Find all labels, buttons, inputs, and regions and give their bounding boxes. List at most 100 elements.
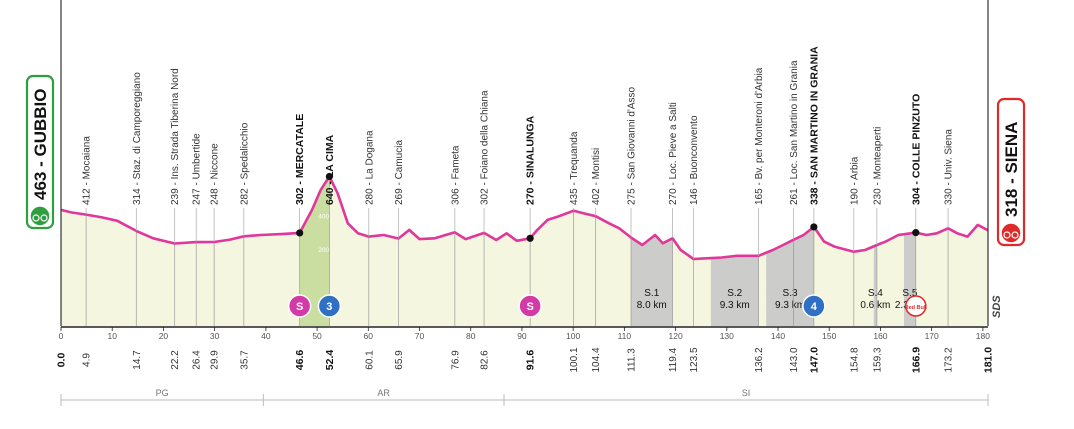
distance-label: 154.8	[849, 347, 860, 372]
km-tick-label: 10	[107, 331, 117, 341]
km-tick-label: 30	[210, 331, 220, 341]
waypoint-label: 304 - COLLE PINZUTO	[910, 94, 922, 205]
waypoint-label: 165 - Bv. per Monteroni d'Arbia	[754, 67, 765, 205]
waypoint-label: 280 - La Dogana	[364, 130, 375, 205]
waypoint-label: 302 - Foiano della Chiana	[480, 90, 491, 205]
km-tick-label: 90	[517, 331, 527, 341]
distance-label: 159.3	[872, 347, 883, 372]
waypoint-label: 239 - Ins. Strada Tiberina Nord	[170, 68, 181, 205]
km-tick-label: 170	[925, 331, 939, 341]
km-tick-label: 110	[618, 331, 632, 341]
profile-line	[60, 175, 989, 261]
waypoint-label: 261 - Loc. San Martino in Grania	[789, 60, 800, 205]
elevation-mark: 400	[318, 214, 329, 221]
bike-icon-wheel	[1011, 231, 1019, 239]
distance-label: 14.7	[132, 350, 143, 370]
km-tick-label: 130	[720, 331, 734, 341]
distance-label: 82.6	[480, 350, 491, 370]
waypoint-label: 338 - SAN MARTINO IN GRANIA	[808, 46, 820, 205]
finish-badge-label: 318 - SIENA	[1002, 122, 1021, 217]
waypoint-label: 402 - Montisi	[591, 148, 602, 205]
distance-label: 100.1	[569, 347, 580, 372]
gravel-sector-length: 9.3 km	[720, 300, 750, 311]
distance-label: 4.9	[82, 353, 93, 367]
distance-label: 26.4	[192, 350, 203, 370]
gpm-marker-label: 4	[811, 301, 818, 313]
distance-label: 60.1	[364, 350, 375, 370]
km-tick-label: 100	[566, 331, 580, 341]
gravel-sector-length: 9.3 km	[775, 300, 805, 311]
distance-label: 104.4	[591, 347, 602, 372]
gravel-sector-length: 8.0 km	[637, 300, 667, 311]
km-tick-label: 40	[261, 331, 271, 341]
region-label: AR	[377, 388, 390, 398]
distance-label: 173.2	[944, 347, 955, 372]
km-tick-label: 180	[976, 331, 990, 341]
waypoint-label: 330 - Univ. Siena	[944, 129, 955, 205]
elevation-mark: 200	[318, 247, 329, 254]
red-bull-km-marker	[905, 295, 927, 317]
waypoint-label: 282 - Spedalicchio	[239, 122, 250, 205]
distance-label: 29.9	[210, 350, 221, 370]
waypoint-label: 314 - Staz. di Camporeggiano	[132, 72, 143, 205]
start-badge: 463 - GUBBIO	[25, 74, 55, 230]
bike-icon-wheel	[40, 214, 48, 222]
key-point-dot	[526, 234, 534, 242]
distance-label: 35.7	[239, 350, 250, 370]
finish-badge-frame	[996, 97, 1026, 247]
km-tick-label: 160	[873, 331, 887, 341]
key-point-dot	[325, 172, 333, 181]
distance-label: 111.3	[627, 348, 638, 372]
finish-badge: 318 - SIENA	[996, 97, 1026, 247]
gpm-marker-label: 3	[326, 301, 332, 313]
bike-icon	[1000, 222, 1022, 244]
gravel-sector-name: S.1	[644, 288, 659, 299]
gravel-sector-name: S.3	[783, 288, 798, 299]
bike-icon	[29, 205, 51, 227]
km-tick-label: 140	[771, 331, 785, 341]
waypoint-label: 270 - Loc. Pieve a Salti	[668, 102, 679, 205]
waypoint-label: 269 - Camucia	[394, 140, 405, 205]
sprint-marker-label: S	[296, 301, 303, 313]
distance-label: 76.9	[450, 350, 461, 370]
distance-label: 22.2	[170, 350, 181, 370]
key-point-dot	[296, 229, 304, 237]
distance-label: 46.6	[294, 350, 306, 371]
brand-logo: SDS	[991, 295, 1003, 318]
gravel-sector-4	[873, 245, 877, 326]
waypoint-label: 302 - MERCATALE	[294, 114, 306, 205]
km-tick-label: 120	[668, 331, 682, 341]
gravel-sector-length: 0.6 km	[860, 300, 890, 311]
distance-label: 52.4	[324, 350, 336, 371]
distance-label: 123.5	[689, 347, 700, 372]
distance-label: 91.6	[525, 350, 537, 371]
km-tick-label: 20	[159, 331, 169, 341]
waypoint-label: 435 - Trequanda	[569, 131, 580, 205]
red-bull-km-label: Red Bull	[905, 305, 928, 311]
sprint-marker-label: S	[526, 301, 533, 313]
bike-icon-wheel	[1003, 231, 1011, 239]
bike-icon-wheel	[32, 214, 40, 222]
waypoint-label: 275 - San Giovanni d'Asso	[627, 86, 638, 205]
gpm-marker	[317, 294, 342, 318]
gravel-sector-name: S.4	[868, 288, 883, 299]
waypoint-label: 146 - Buonconvento	[689, 115, 700, 205]
climb-area	[299, 176, 330, 326]
distance-label: 147.0	[808, 347, 820, 373]
gravel-sector-2	[710, 255, 759, 326]
km-tick-label: 80	[466, 331, 476, 341]
gravel-sector-name: S.5	[902, 288, 917, 299]
sprint-marker	[518, 294, 542, 318]
sprint-marker	[287, 294, 312, 318]
waypoint-label: 270 - SINALUNGA	[525, 115, 537, 205]
km-tick-label: 150	[822, 331, 836, 341]
region-label: PG	[156, 388, 169, 398]
gravel-sector-3	[766, 226, 814, 326]
key-point-dot	[912, 229, 920, 237]
region-label: SI	[742, 388, 751, 398]
distance-label: 181.0	[983, 347, 995, 373]
km-tick-label: 70	[415, 331, 425, 341]
distance-label: 136.2	[754, 347, 765, 372]
